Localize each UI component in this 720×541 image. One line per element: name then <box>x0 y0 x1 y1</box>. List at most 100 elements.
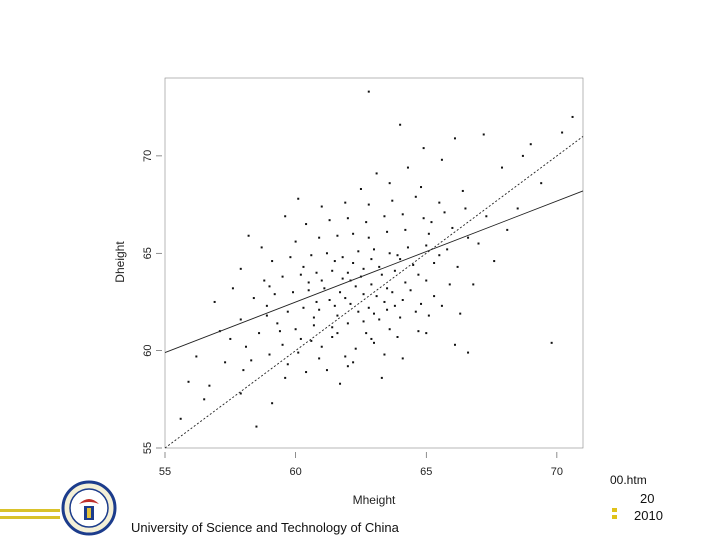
x-tick-label: 55 <box>159 466 171 478</box>
x-tick-label: 60 <box>290 466 302 478</box>
data-point <box>333 304 336 307</box>
data-point <box>461 189 464 192</box>
data-point <box>346 271 349 274</box>
data-point <box>446 248 449 251</box>
data-point <box>399 123 402 126</box>
data-point <box>247 234 250 237</box>
data-point <box>305 371 308 374</box>
data-point <box>404 281 407 284</box>
data-point <box>352 232 355 235</box>
data-point <box>297 197 300 200</box>
data-point <box>320 345 323 348</box>
data-point <box>273 293 276 296</box>
data-point <box>438 254 441 257</box>
data-point <box>325 252 328 255</box>
data-point <box>378 265 381 268</box>
data-point <box>213 300 216 303</box>
data-point <box>453 343 456 346</box>
data-point <box>292 291 295 294</box>
data-point <box>239 392 242 395</box>
y-tick-label: 55 <box>142 442 154 454</box>
data-point <box>354 285 357 288</box>
y-axis-label: Dheight <box>113 241 127 283</box>
data-point <box>260 246 263 249</box>
data-point <box>425 279 428 282</box>
data-point <box>231 287 234 290</box>
data-point <box>367 236 370 239</box>
data-point <box>349 302 352 305</box>
data-point <box>516 207 519 210</box>
data-point <box>344 297 347 300</box>
data-point <box>378 318 381 321</box>
data-point <box>346 217 349 220</box>
data-point <box>302 306 305 309</box>
data-point <box>323 287 326 290</box>
data-point <box>315 271 318 274</box>
y-axis: 55 60 65 70 <box>142 150 162 454</box>
data-point <box>341 256 344 259</box>
data-point <box>443 211 446 214</box>
data-point <box>383 300 386 303</box>
data-point <box>331 326 334 329</box>
university-name: University of Science and Technology of … <box>131 520 399 535</box>
data-point <box>388 252 391 255</box>
data-point <box>281 343 284 346</box>
data-point <box>359 188 362 190</box>
data-point <box>433 295 436 298</box>
data-point <box>438 201 441 204</box>
data-point <box>271 402 274 405</box>
x-axis-label: Mheight <box>353 493 396 507</box>
data-point <box>307 281 310 284</box>
data-point <box>386 308 389 311</box>
data-point <box>493 260 496 263</box>
data-point <box>414 195 417 198</box>
footer-marker-1 <box>612 508 617 512</box>
data-point <box>451 226 454 229</box>
data-point <box>284 215 287 218</box>
data-point <box>440 304 443 307</box>
data-point <box>354 347 357 350</box>
data-point <box>370 283 373 286</box>
data-point <box>391 291 394 294</box>
data-point <box>401 357 404 360</box>
data-point <box>325 369 328 372</box>
data-point <box>362 293 365 296</box>
data-point <box>305 223 308 226</box>
data-point <box>286 363 289 366</box>
data-point <box>373 312 375 315</box>
data-point <box>268 353 271 356</box>
data-point <box>299 337 302 340</box>
data-point <box>453 137 456 140</box>
data-point <box>208 384 211 387</box>
data-point <box>318 357 321 360</box>
data-point <box>464 207 467 210</box>
data-point <box>404 228 407 231</box>
data-points <box>179 90 574 428</box>
data-point <box>339 382 342 385</box>
fit-line-identity <box>164 136 584 449</box>
x-axis: 55 60 65 70 <box>159 452 563 478</box>
data-point <box>417 330 420 333</box>
data-point <box>440 158 443 161</box>
data-point <box>271 260 274 263</box>
data-point <box>341 277 344 280</box>
fit-line-ols <box>164 190 584 353</box>
data-point <box>344 355 347 358</box>
data-point <box>386 287 389 290</box>
data-point <box>244 345 247 348</box>
data-point <box>501 166 504 169</box>
data-point <box>336 234 339 237</box>
y-tick-label: 60 <box>142 345 154 357</box>
data-point <box>459 312 462 315</box>
data-point <box>328 299 331 301</box>
data-point <box>328 219 331 222</box>
data-point <box>506 228 509 231</box>
data-point <box>299 273 302 276</box>
data-point <box>430 221 433 224</box>
data-point <box>331 269 334 272</box>
data-point <box>239 267 242 270</box>
data-point <box>472 283 475 286</box>
data-point <box>427 232 430 235</box>
data-point <box>427 314 430 317</box>
data-point <box>561 131 564 134</box>
